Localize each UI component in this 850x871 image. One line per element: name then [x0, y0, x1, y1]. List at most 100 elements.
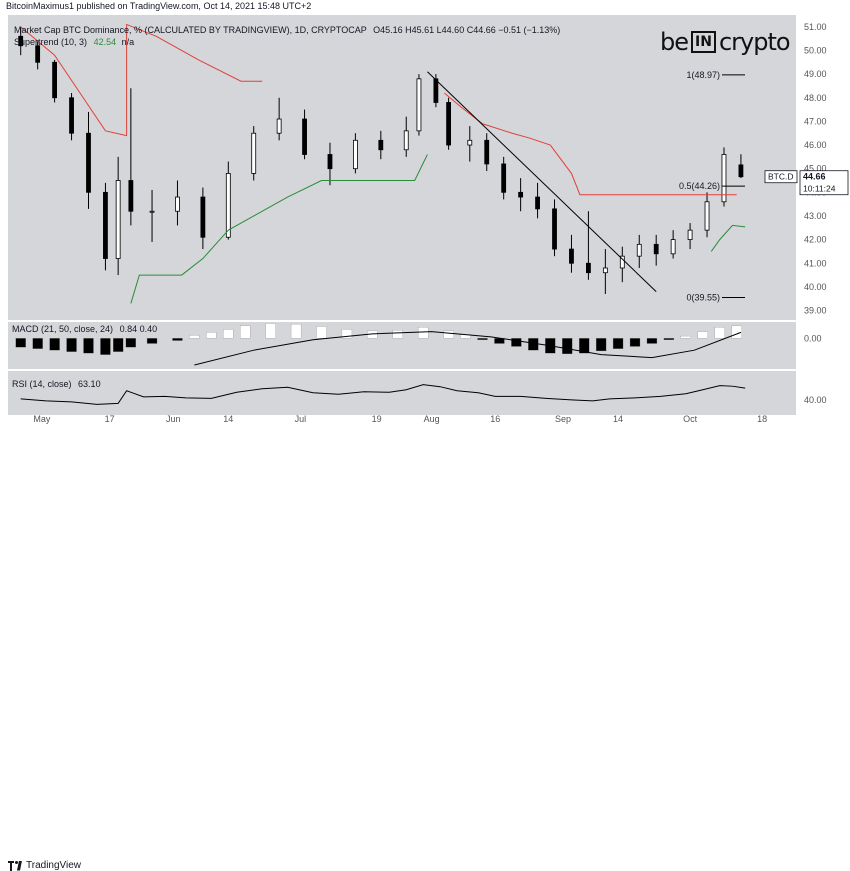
candle-body — [653, 243, 659, 255]
published-text: BitcoinMaximus1 published on TradingView… — [6, 1, 312, 11]
candle-body — [200, 196, 206, 238]
main-legend-title: Market Cap BTC Dominance, % (CALCULATED … — [14, 25, 367, 35]
macd-histogram-bar — [172, 338, 183, 341]
price-tag — [799, 170, 849, 196]
time-tick-label: Aug — [424, 414, 440, 424]
price-tick-label: 50.00 — [804, 45, 827, 55]
candle-body — [86, 132, 91, 193]
time-tick-label: 19 — [372, 414, 382, 424]
time-tick-label: 16 — [490, 414, 500, 424]
candle-body — [636, 243, 642, 257]
main-legend: Market Cap BTC Dominance, % (CALCULATED … — [14, 25, 560, 35]
rsi-line — [20, 384, 746, 405]
time-tick-label: Jun — [166, 414, 181, 424]
price-tick-label: 43.00 — [804, 211, 827, 221]
supertrend-resistance-line — [20, 23, 263, 137]
candle-body — [619, 255, 625, 269]
candle-body — [52, 61, 58, 99]
time-tick-label: 18 — [757, 414, 767, 424]
rsi-tick-label: 40.00 — [804, 395, 827, 405]
macd-histogram-bar — [146, 338, 158, 344]
candle-body — [501, 163, 507, 193]
beincrypto-logo: be IN crypto — [660, 28, 791, 56]
logo-crypto: crypto — [718, 28, 791, 56]
macd-histogram-bar — [579, 338, 590, 354]
price-tick-label: 47.00 — [804, 116, 827, 126]
candle-body — [484, 139, 490, 165]
fib-level-label: 1(48.97) — [686, 70, 720, 80]
candle-body — [569, 248, 574, 264]
candle-body — [586, 262, 591, 274]
candle-body — [552, 208, 557, 250]
price-tick-label: 49.00 — [804, 69, 827, 79]
tradingview-brand[interactable]: TradingView — [8, 860, 81, 871]
candle-body — [128, 180, 134, 212]
supertrend-support-line — [130, 154, 428, 304]
time-tick-label: Oct — [683, 414, 698, 424]
price-tick-label: 41.00 — [804, 258, 827, 268]
tradingview-label: TradingView — [26, 860, 82, 871]
supertrend-support-line — [710, 224, 746, 252]
logo-be: be — [660, 28, 689, 56]
time-tick-label: 14 — [613, 414, 623, 424]
macd-histogram-bar — [206, 332, 217, 339]
candle-body — [149, 210, 155, 213]
price-tick-label: 45.00 — [804, 164, 827, 174]
macd-histogram-bar — [697, 331, 708, 339]
fib-level-label: 0.5(44.26) — [679, 181, 720, 191]
candle-body — [302, 118, 307, 155]
macd-histogram-bar — [83, 338, 94, 354]
candle-body — [378, 139, 384, 151]
rsi-legend-value: 63.10 — [78, 379, 101, 389]
macd-histogram-bar — [562, 338, 573, 355]
macd-histogram-bar — [189, 335, 200, 339]
candle-body — [18, 35, 24, 47]
candle-body — [467, 139, 473, 146]
candle-body — [738, 164, 744, 178]
time-tick-label: 14 — [223, 414, 233, 424]
price-tag-label: 44.66 — [803, 172, 826, 182]
macd-histogram-bar — [15, 338, 26, 348]
candle-body — [433, 78, 439, 103]
macd-histogram-bar — [392, 330, 403, 339]
macd-histogram-bar — [646, 338, 658, 344]
macd-histogram-bar — [680, 335, 691, 339]
symbol-tag — [764, 170, 798, 184]
candle-body — [704, 201, 710, 231]
macd-histogram-bar — [32, 338, 43, 349]
candle-body — [352, 139, 358, 170]
candle-body — [35, 45, 41, 63]
candle-body — [687, 229, 693, 241]
candle-body — [69, 97, 74, 134]
macd-histogram-bar — [629, 338, 641, 347]
rsi-legend-title: RSI (14, close) — [12, 379, 72, 389]
logo-in: IN — [691, 31, 716, 53]
time-tick-label: 17 — [105, 414, 115, 424]
macd-histogram-bar — [595, 338, 607, 352]
descending-trendline — [427, 71, 657, 292]
candle-body — [518, 191, 524, 198]
supertrend-legend-title: Supertrend (10, 3) — [14, 37, 88, 47]
countdown-label: 10:11:24 — [803, 184, 836, 194]
macd-histogram-bar — [511, 338, 522, 347]
candle-body — [535, 196, 540, 210]
fib-level-label: 0(39.55) — [686, 293, 720, 303]
symbol-tag-label: BTC.D — [768, 172, 794, 182]
macd-histogram-bar — [731, 325, 742, 339]
macd-histogram-bar — [113, 338, 124, 352]
price-axis[interactable] — [796, 15, 850, 415]
macd-histogram-bar — [100, 338, 111, 355]
candle-body — [670, 239, 676, 255]
time-tick-label: Jul — [295, 414, 307, 424]
chart-svg[interactable]: 1(48.97) 0.5(44.26) 0(39.55) 51.00 50.00 49.… — [0, 0, 850, 450]
macd-legend-values: 0.84 0.40 — [119, 324, 158, 334]
publisher-bar: BitcoinMaximus1 published on TradingView… — [0, 0, 850, 13]
macd-histogram-bar — [612, 338, 624, 349]
candle-body — [403, 130, 409, 151]
macd-histogram-bar — [66, 338, 77, 352]
chart-area[interactable] — [8, 15, 796, 415]
macd-signal-line — [194, 331, 742, 366]
candle-body — [225, 173, 231, 238]
price-tick-label: 48.00 — [804, 93, 827, 103]
price-tick-label: 46.00 — [804, 140, 827, 150]
